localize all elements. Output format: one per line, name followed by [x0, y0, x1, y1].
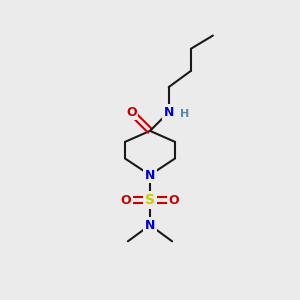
Text: O: O [121, 194, 131, 207]
Text: O: O [169, 194, 179, 207]
Text: H: H [180, 109, 190, 118]
Text: O: O [126, 106, 136, 118]
Text: N: N [145, 219, 155, 232]
Text: S: S [145, 193, 155, 207]
Text: N: N [164, 106, 174, 118]
Text: N: N [145, 169, 155, 182]
